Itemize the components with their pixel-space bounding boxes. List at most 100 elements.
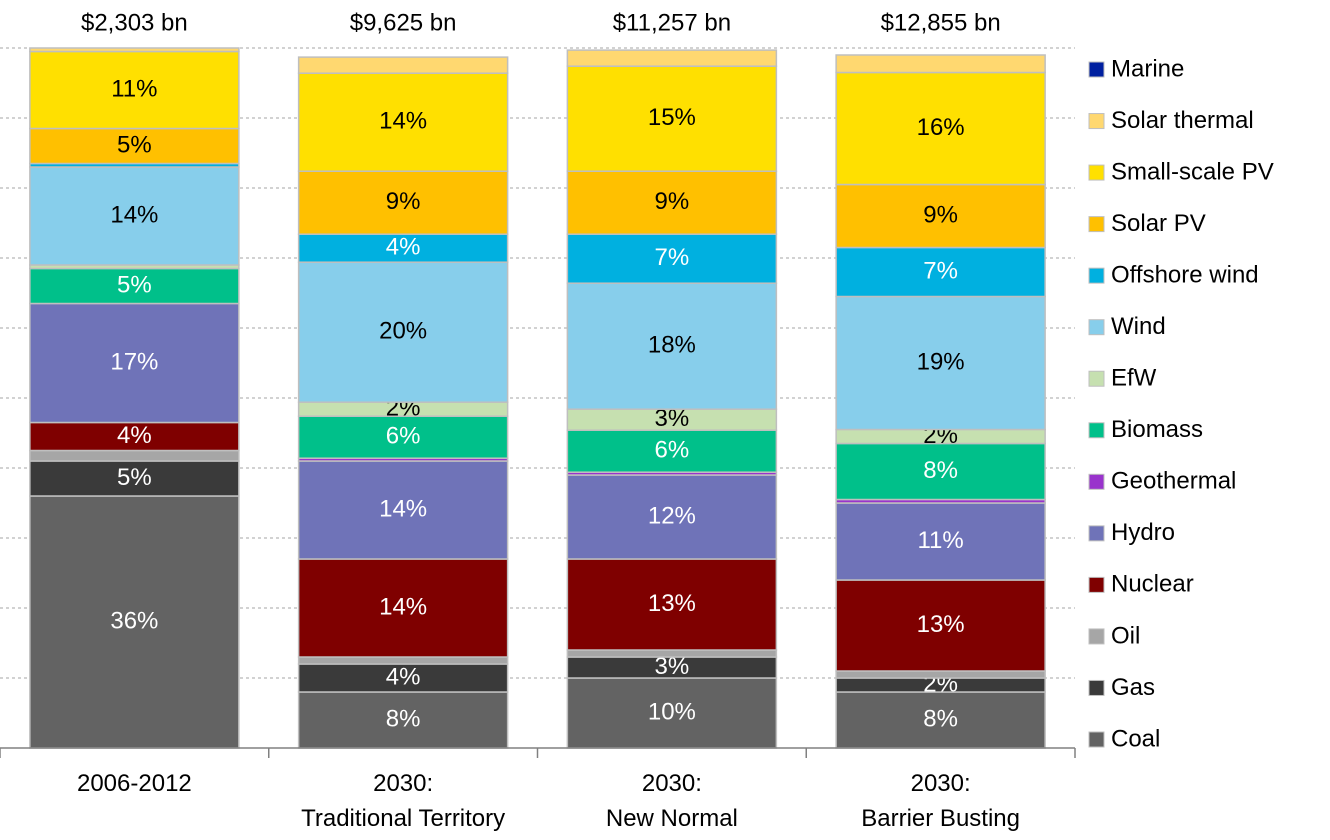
bar-segment bbox=[29, 127, 240, 165]
bar-segment bbox=[297, 261, 509, 403]
legend-swatch bbox=[1088, 164, 1105, 181]
bar-segment bbox=[29, 302, 240, 424]
bar-segment bbox=[29, 495, 240, 749]
value-label: 14% bbox=[379, 108, 427, 135]
legend-label: EfW bbox=[1111, 365, 1157, 392]
bar-segment bbox=[835, 579, 1046, 672]
bar-segment bbox=[566, 49, 778, 67]
legend-label: Small-scale PV bbox=[1111, 158, 1274, 185]
value-label: 13% bbox=[917, 611, 965, 638]
bar-segment bbox=[566, 429, 778, 473]
value-label: 8% bbox=[386, 705, 421, 732]
x-tick-label-line: 2006-2012 bbox=[77, 770, 192, 797]
x-tick-label: 2030: Barrier Busting bbox=[861, 770, 1020, 832]
legend-swatch bbox=[1088, 113, 1105, 130]
legend-swatch bbox=[1088, 473, 1105, 490]
bar-segment bbox=[29, 166, 240, 266]
bar-segment bbox=[835, 442, 1046, 501]
legend-swatch bbox=[1088, 731, 1105, 748]
bar-segment bbox=[29, 460, 240, 497]
bar-segment bbox=[566, 677, 778, 749]
x-tick-label-line: Traditional Territory bbox=[301, 805, 505, 832]
bar-segment bbox=[566, 233, 778, 284]
legend-swatch bbox=[1088, 61, 1105, 78]
value-label: 20% bbox=[379, 318, 427, 345]
legend-label: Coal bbox=[1111, 725, 1160, 752]
value-label: 8% bbox=[923, 705, 958, 732]
bar-segment bbox=[566, 558, 778, 651]
legend-swatch bbox=[1088, 628, 1105, 645]
legend-label: Offshore wind bbox=[1111, 261, 1259, 288]
value-label: 13% bbox=[648, 590, 696, 617]
legend-label: Wind bbox=[1111, 313, 1166, 340]
legend-label: Marine bbox=[1111, 55, 1184, 82]
bar-segment bbox=[835, 54, 1046, 74]
value-label: 5% bbox=[117, 464, 152, 491]
legend-label: Hydro bbox=[1111, 519, 1175, 546]
legend-swatch bbox=[1088, 576, 1105, 593]
x-tick-label-line: 2030: bbox=[642, 770, 702, 797]
legend-label: Solar PV bbox=[1111, 210, 1206, 237]
value-label: 6% bbox=[655, 437, 690, 464]
total-label: $2,303 bn bbox=[81, 9, 188, 36]
bar-segment bbox=[297, 663, 509, 693]
bar-segment bbox=[29, 50, 240, 130]
bar-segment bbox=[566, 170, 778, 235]
value-label: 14% bbox=[379, 593, 427, 620]
legend-label: Nuclear bbox=[1111, 571, 1194, 598]
value-label: 4% bbox=[386, 234, 421, 261]
value-label: 36% bbox=[110, 607, 158, 634]
value-label: 5% bbox=[117, 131, 152, 158]
value-label: 11% bbox=[111, 75, 157, 102]
value-label: 7% bbox=[923, 257, 958, 284]
value-label: 8% bbox=[923, 457, 958, 484]
value-label: 10% bbox=[648, 698, 696, 725]
legend-swatch bbox=[1088, 267, 1105, 284]
value-label: 6% bbox=[386, 423, 421, 450]
bar-segment bbox=[297, 415, 509, 459]
value-label: 14% bbox=[379, 495, 427, 522]
legend-label: Biomass bbox=[1111, 416, 1203, 443]
value-label: 15% bbox=[648, 104, 696, 131]
value-label: 12% bbox=[648, 502, 696, 529]
bar-segment bbox=[29, 47, 240, 53]
legend-label: Oil bbox=[1111, 622, 1140, 649]
bar-segment bbox=[566, 474, 778, 560]
value-label: 16% bbox=[917, 114, 965, 141]
legend-swatch bbox=[1088, 319, 1105, 336]
bar-segment bbox=[835, 502, 1046, 581]
value-label: 17% bbox=[110, 348, 158, 375]
value-label: 9% bbox=[386, 188, 421, 215]
total-label: $12,855 bn bbox=[881, 9, 1001, 36]
bar-segment bbox=[835, 295, 1046, 431]
x-tick-label-line: Barrier Busting bbox=[861, 805, 1020, 832]
bar-segment bbox=[297, 72, 509, 172]
legend-label: Geothermal bbox=[1111, 468, 1236, 495]
bar-segment bbox=[835, 71, 1046, 186]
legend-swatch bbox=[1088, 422, 1105, 439]
x-tick-label-line: New Normal bbox=[606, 805, 738, 832]
value-label: 11% bbox=[917, 527, 963, 554]
bar-segment bbox=[297, 460, 509, 560]
legend-label: Gas bbox=[1111, 674, 1155, 701]
legend-swatch bbox=[1088, 370, 1105, 387]
legend-swatch bbox=[1088, 679, 1105, 696]
bar-segment bbox=[566, 65, 778, 172]
x-tick-label-line: 2030: bbox=[911, 770, 971, 797]
legend-swatch bbox=[1088, 525, 1105, 542]
bar-segment bbox=[297, 558, 509, 658]
bar-segment bbox=[297, 56, 509, 74]
x-tick-label: 2006-2012 bbox=[77, 770, 192, 797]
value-label: 7% bbox=[655, 244, 690, 271]
total-label: $11,257 bn bbox=[613, 9, 731, 36]
value-label: 14% bbox=[110, 201, 158, 228]
value-label: 5% bbox=[117, 271, 152, 298]
bar-segment bbox=[29, 421, 240, 452]
bar-segment bbox=[297, 656, 509, 665]
total-label: $9,625 bn bbox=[350, 9, 457, 36]
value-label: 19% bbox=[917, 348, 965, 375]
x-tick-label-line: 2030: bbox=[373, 770, 433, 797]
bar-segment bbox=[29, 449, 240, 462]
bar-segment bbox=[835, 670, 1046, 679]
